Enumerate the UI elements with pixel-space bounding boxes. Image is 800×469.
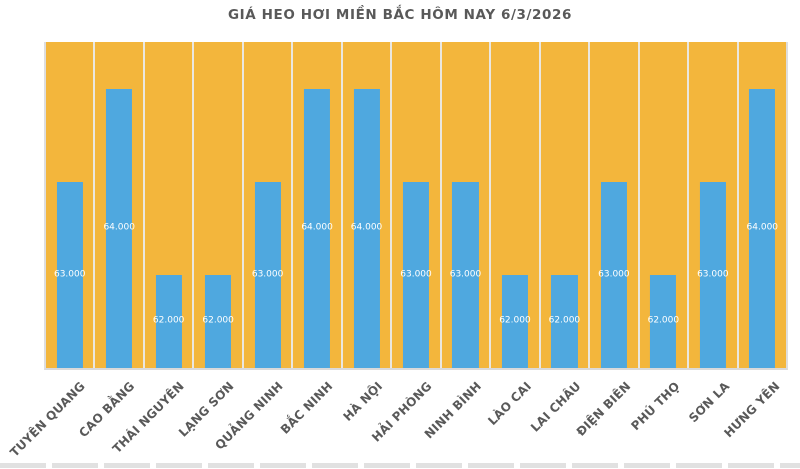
bar-value-label: 64.000 (746, 222, 779, 233)
bar-value-label: 63.000 (400, 269, 432, 280)
chart-column: 63.000 (390, 42, 439, 368)
bar-value-label: 62.000 (499, 315, 531, 326)
bar: 63.000 (400, 181, 432, 368)
bar: 62.000 (549, 274, 580, 368)
bar: 64.000 (747, 88, 778, 368)
chart-column: 62.000 (489, 42, 538, 368)
x-axis-label: QUẢNG NINH (212, 379, 287, 453)
chart-column: 64.000 (340, 42, 390, 368)
plot-area: 63.000 64.000 62.000 62.000 63.000 64.000 64.0… (44, 42, 788, 370)
bar: 63.000 (53, 181, 86, 368)
chart-title: GIÁ HEO HƠI MIỀN BẮC HÔM NAY 6/3/2026 (227, 7, 573, 23)
chart-column: 64.000 (291, 42, 340, 368)
x-axis-label: HƯNG YÊN (720, 379, 783, 441)
bar: 64.000 (301, 88, 333, 368)
chart-column: 64.000 (736, 42, 786, 368)
chart-column: 62.000 (637, 42, 687, 368)
x-axis-label: BẮC NINH (277, 379, 336, 437)
x-axis-label: LẠNG SƠN (175, 379, 237, 440)
bar-value-label: 62.000 (647, 315, 680, 326)
bar: 62.000 (499, 274, 531, 368)
bar: 63.000 (598, 181, 630, 368)
chart-column: 62.000 (142, 42, 192, 368)
x-axis-label: ĐIỆN BIÊN (573, 379, 634, 439)
bar-value-label: 63.000 (449, 269, 482, 280)
x-axis-label: CAO BẰNG (76, 379, 138, 441)
bar-value-label: 62.000 (548, 315, 581, 326)
x-axis-label: PHÚ THỌ (628, 379, 683, 434)
bar: 63.000 (697, 181, 729, 368)
chart-column: 62.000 (538, 42, 588, 368)
bar-value-label: 63.000 (251, 269, 284, 280)
x-axis-label: THÁI NGUYÊN (109, 379, 187, 457)
bar-value-label: 63.000 (53, 269, 86, 280)
bar-value-label: 63.000 (598, 269, 630, 280)
cropped-table-edge (0, 463, 800, 468)
bar: 64.000 (350, 88, 383, 368)
chart-column: 63.000 (687, 42, 736, 368)
x-axis-label: HẢI PHÒNG (369, 379, 435, 445)
bar-value-label: 64.000 (350, 222, 383, 233)
bar: 62.000 (152, 274, 185, 368)
chart-column: 62.000 (192, 42, 241, 368)
bar-value-label: 62.000 (152, 315, 185, 326)
x-axis-label: LÀO CAI (485, 379, 535, 428)
chart-column: 63.000 (588, 42, 637, 368)
bar: 63.000 (251, 181, 284, 368)
bar-value-label: 63.000 (697, 269, 729, 280)
chart-column: 63.000 (46, 42, 93, 368)
chart-column: 64.000 (93, 42, 142, 368)
bar: 64.000 (103, 88, 135, 368)
chart-column: 63.000 (439, 42, 489, 368)
x-axis-label: LAI CHÂU (528, 379, 584, 435)
chart-column: 63.000 (241, 42, 291, 368)
bar-value-label: 62.000 (202, 315, 234, 326)
bar-value-label: 64.000 (103, 222, 135, 233)
bar: 63.000 (450, 181, 481, 368)
x-axis-label: TUYÊN QUANG (7, 379, 88, 460)
x-axis-label: HÀ NỘI (340, 379, 386, 424)
x-axis-label: NINH BÌNH (422, 379, 485, 442)
x-axis-label: SƠN LA (686, 379, 733, 426)
bar: 62.000 (648, 274, 679, 368)
bar-value-label: 64.000 (301, 222, 333, 233)
bar: 62.000 (202, 274, 234, 368)
